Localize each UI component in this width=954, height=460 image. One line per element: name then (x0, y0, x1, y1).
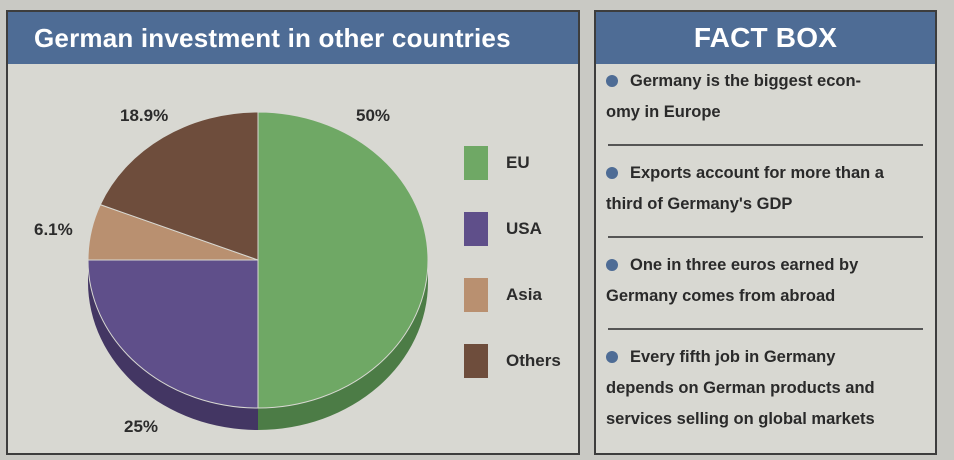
fact-box-title: FACT BOX (596, 12, 935, 64)
legend-swatch-others (464, 344, 488, 378)
fact-item: Germany is the biggest econ- omy in Euro… (606, 72, 862, 121)
legend-item-asia: Asia (464, 278, 542, 312)
bullet-icon (606, 74, 618, 87)
slice-label-eu: 50% (356, 106, 391, 125)
fact-item: Every fifth job in Germany depends on Ge… (606, 348, 875, 428)
pie-chart (87, 111, 429, 430)
bullet-icon (606, 258, 618, 271)
legend-item-usa: USA (464, 212, 542, 246)
pie-slice-others (99, 111, 259, 261)
legend-label-eu: EU (506, 153, 530, 172)
legend-item-eu: EU (464, 146, 530, 180)
legend-swatch-eu (464, 146, 488, 180)
slice-label-others: 18.9% (120, 106, 169, 125)
legend-label-others: Others (506, 351, 561, 370)
fact-item: Exports account for more than a third of… (606, 164, 884, 213)
bullet-icon (606, 350, 618, 363)
slice-label-asia: 6.1% (34, 220, 73, 239)
pie-side-eu (258, 260, 428, 430)
fact-item: One in three euros earned by Germany com… (606, 256, 859, 305)
slice-label-usa: 25% (124, 417, 159, 436)
pie-side-usa (88, 260, 258, 430)
fact-box-panel: FACT BOX Germany is the biggest econ- om… (594, 10, 937, 455)
fact-divider (608, 236, 923, 238)
legend-swatch-asia (464, 278, 488, 312)
pie-slice-usa (87, 259, 259, 409)
fact-divider (608, 144, 923, 146)
chart-panel: German investment in other countries 50%… (6, 10, 580, 455)
bullet-icon (606, 166, 618, 179)
legend-label-asia: Asia (506, 285, 542, 304)
legend-label-usa: USA (506, 219, 542, 238)
legend-item-others: Others (464, 344, 561, 378)
fact-divider (608, 328, 923, 330)
legend-swatch-usa (464, 212, 488, 246)
pie-slice-eu (257, 111, 429, 409)
chart-title: German investment in other countries (8, 12, 578, 64)
